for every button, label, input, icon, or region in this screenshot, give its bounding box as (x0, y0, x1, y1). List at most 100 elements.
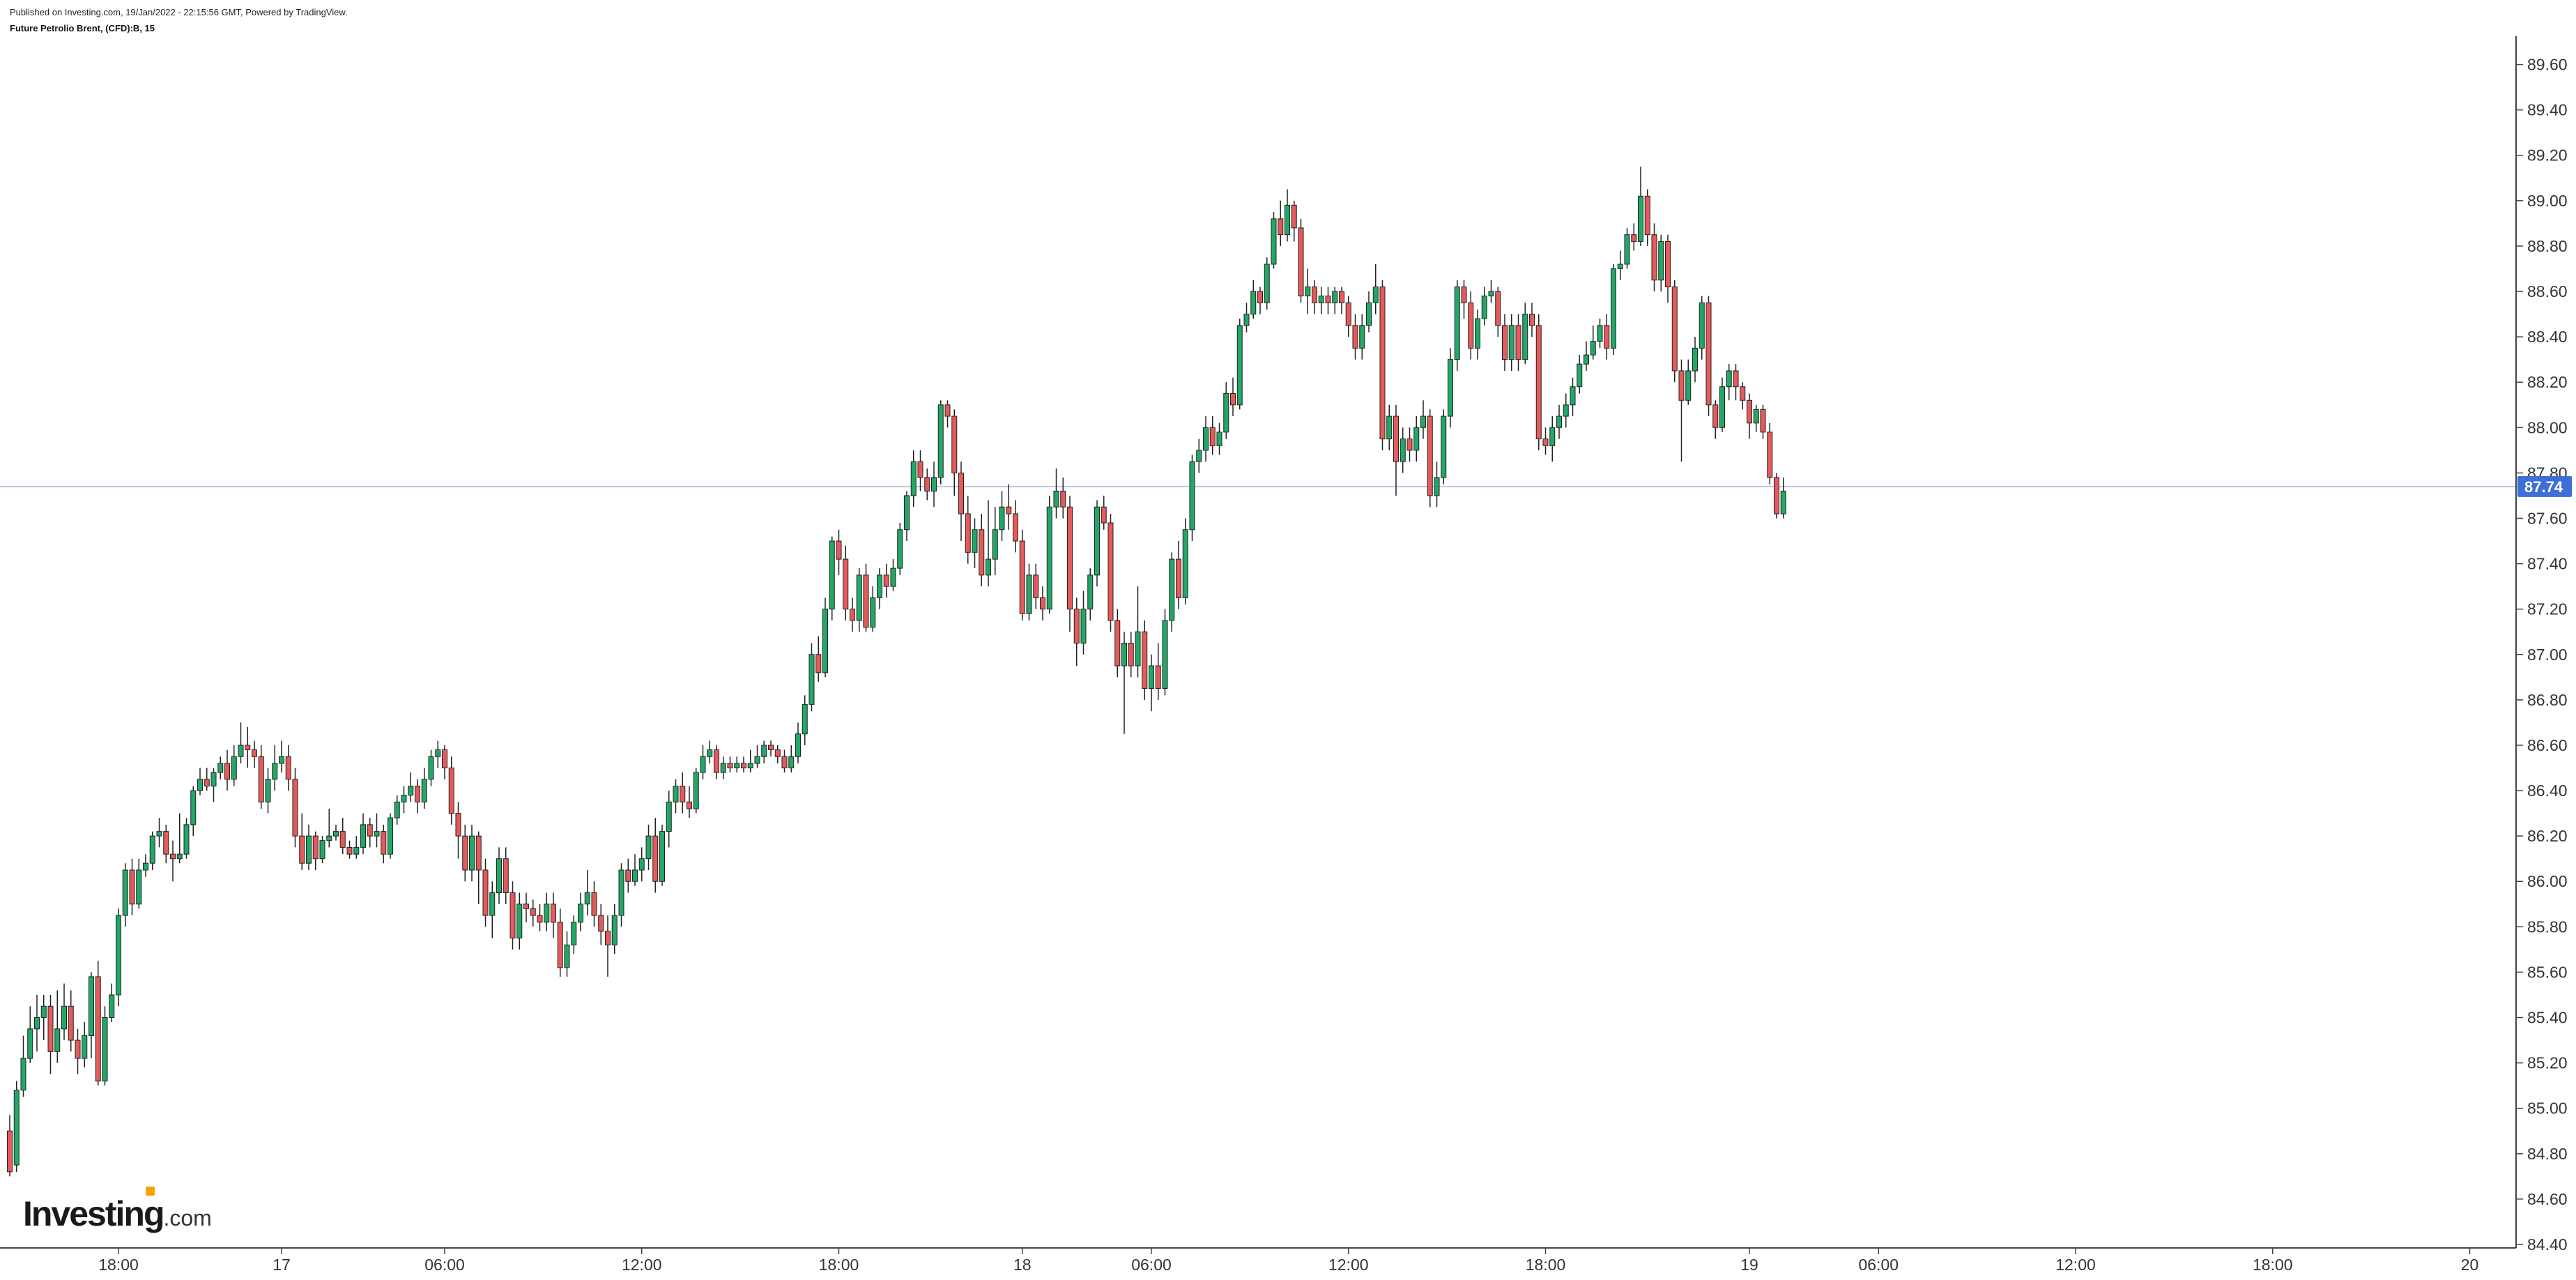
candle (1529, 303, 1535, 337)
candle (1535, 314, 1542, 450)
candle-body (999, 506, 1005, 531)
candle (1563, 393, 1569, 428)
candle-body (401, 795, 407, 802)
candle-body (1393, 416, 1399, 462)
candle (1087, 568, 1094, 620)
candle (279, 740, 284, 773)
candle (1155, 643, 1161, 700)
last-price-tag-bg (2517, 475, 2572, 497)
candle-body (68, 1005, 74, 1041)
candle (1644, 189, 1650, 246)
candle (292, 768, 298, 848)
candle (346, 840, 353, 859)
candle-body (917, 461, 923, 478)
candle (408, 772, 414, 802)
candle (394, 795, 400, 825)
candle (659, 824, 665, 886)
candle-body (503, 858, 509, 894)
candle (578, 892, 583, 931)
candle-body (808, 654, 815, 705)
candle (1448, 348, 1453, 428)
candle (27, 1006, 33, 1063)
candle (401, 786, 407, 814)
candle-body (217, 763, 224, 773)
price-axis[interactable]: 84.40 84.60 84.80 85.00 85.20 85.40 85.60 85.80… (2515, 36, 2568, 1254)
candle-body (1196, 450, 1202, 462)
candle (176, 813, 183, 864)
candle-body (489, 892, 496, 916)
candle (1665, 234, 1671, 303)
candle-body (890, 567, 896, 587)
candle-body (836, 540, 842, 560)
candle (1692, 337, 1698, 383)
candle-body (1705, 302, 1712, 406)
candle (503, 847, 509, 904)
candle (40, 994, 47, 1041)
candle-body (1216, 432, 1222, 446)
candle (143, 854, 148, 877)
candle-body (381, 831, 387, 855)
candle-body (258, 756, 264, 802)
candle-body (428, 756, 434, 780)
time-tick-label: 17 (273, 1256, 291, 1274)
candle-body (564, 944, 570, 968)
candle (727, 756, 733, 773)
candle-body (292, 779, 298, 837)
candle-body (1597, 325, 1603, 342)
candle (1611, 264, 1616, 356)
candle-body (421, 779, 427, 802)
candle (1359, 314, 1365, 360)
candle (917, 450, 923, 492)
candle (95, 961, 101, 1086)
candle (509, 881, 516, 950)
candle-body (163, 831, 169, 855)
candle (482, 858, 489, 927)
chart-title: Future Petrolio Brent, (CFD):B, 15 (10, 23, 155, 33)
candle (1427, 409, 1433, 508)
candle (1400, 427, 1406, 473)
candle (904, 491, 910, 542)
candle (618, 863, 624, 927)
candle (1454, 280, 1460, 371)
candle (1441, 409, 1447, 485)
candle (455, 802, 461, 859)
candle-body (1203, 427, 1209, 451)
time-tick-label: 06:00 (1131, 1256, 1172, 1274)
candle-body (1073, 609, 1080, 644)
price-tick-label: 87.40 (2527, 555, 2568, 573)
time-axis[interactable]: 18:00 17 06:00 12:00 18:00 18 06:00 12:00 18:00 1… (0, 1247, 2516, 1274)
candle-body (829, 540, 835, 610)
candle-body (353, 846, 360, 855)
candle (910, 450, 917, 508)
candle-body (1454, 287, 1460, 360)
candle-body (1671, 287, 1678, 372)
candle (285, 745, 291, 791)
candle-body (1495, 291, 1501, 326)
candle-body (1271, 218, 1277, 265)
candle (1420, 400, 1426, 439)
candles-group (7, 167, 1786, 1177)
candle (802, 695, 808, 745)
candle (645, 824, 652, 870)
candle-body (1678, 370, 1685, 401)
candle-body (1223, 393, 1229, 433)
candle-body (1400, 439, 1406, 462)
candle (428, 749, 434, 786)
candle (822, 597, 828, 678)
candle-body (1128, 643, 1134, 666)
candle (1312, 280, 1317, 314)
candle (944, 400, 951, 428)
candle (1278, 200, 1284, 246)
candle (850, 597, 855, 632)
candle (1671, 280, 1678, 383)
candle (312, 831, 319, 870)
candle-body (374, 831, 380, 837)
published-note: Published on Investing.com, 19/Jan/2022 … (10, 7, 348, 17)
candle-body (1142, 631, 1148, 689)
candle-body (1488, 291, 1494, 297)
price-tick-label: 85.60 (2527, 963, 2568, 981)
candle-body (1209, 427, 1216, 446)
candle-body (252, 749, 257, 757)
candle (1121, 632, 1127, 734)
